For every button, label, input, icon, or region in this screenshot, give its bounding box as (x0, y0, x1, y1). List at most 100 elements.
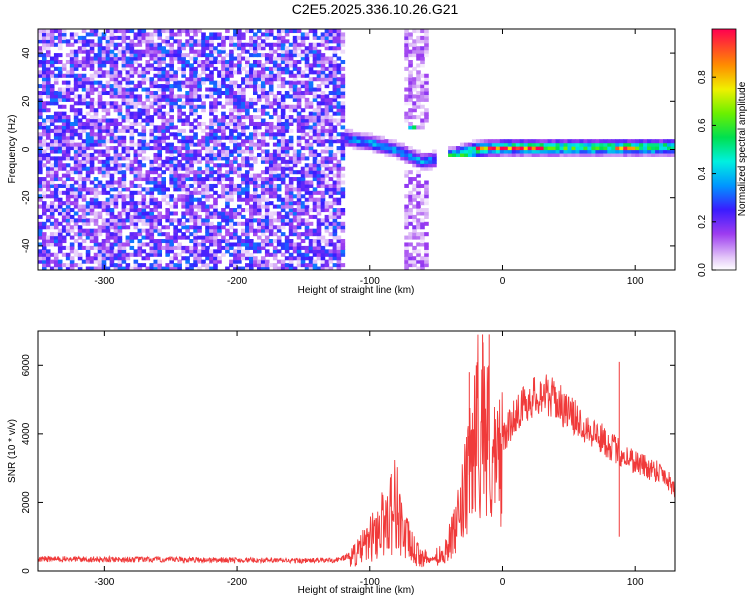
spectrogram-cell (57, 39, 63, 44)
spectrogram-cell (372, 135, 378, 140)
spectrogram-cell (316, 84, 322, 89)
spectrogram-cell (320, 80, 326, 85)
spectrogram-cell (264, 225, 270, 230)
spectrogram-cell (125, 225, 131, 230)
spectrogram-cell (65, 177, 71, 182)
spectrogram-cell (388, 152, 393, 157)
spectrogram-cell (205, 187, 210, 192)
spectrogram-cell (97, 159, 103, 164)
spectrogram-cell (551, 142, 557, 147)
spectrogram-cell (217, 170, 222, 175)
spectrogram-cell (101, 73, 107, 78)
spectrogram-cell (260, 132, 266, 137)
spectrogram-cell (41, 118, 47, 123)
spectrogram-cells (38, 29, 675, 270)
spectrogram-cell (256, 173, 262, 178)
spectrogram-cell (225, 163, 230, 168)
spectrogram-cell (336, 90, 342, 96)
spectrogram-cell (133, 173, 139, 178)
spectrogram-cell (539, 152, 545, 157)
spectrogram-cell (635, 142, 640, 147)
spectrogram-cell (272, 77, 278, 82)
spectrogram-cell (408, 190, 413, 195)
spectrogram-cell (161, 70, 166, 75)
spectrogram-cell (360, 146, 366, 151)
spectrogram-cell (41, 163, 47, 168)
spectrogram-cell (292, 214, 298, 219)
spectrogram-cell (153, 73, 159, 78)
spectrogram-cell (205, 194, 210, 199)
spectrogram-cell (332, 29, 338, 34)
spectrogram-cell (205, 204, 210, 209)
spectrogram-cell (165, 225, 170, 230)
spectrogram-cell (428, 152, 433, 157)
spectrogram-cell (109, 139, 115, 144)
spectrogram-cell (177, 97, 182, 102)
spectrogram-cell (292, 256, 298, 261)
spectrogram-cell (336, 121, 342, 126)
spectrogram-cell (324, 266, 330, 270)
spectrogram-cell (209, 104, 214, 109)
spectrogram-cell (316, 204, 322, 209)
spectrogram-cell (177, 180, 182, 185)
spectrogram-cell (209, 139, 214, 144)
spectrogram-cell (181, 235, 186, 240)
spectrogram-cell (424, 163, 429, 168)
spectrogram-cell (233, 46, 238, 51)
spectrogram-cell (205, 225, 210, 230)
spectrogram-cell (304, 232, 310, 237)
spectrogram-cell (145, 39, 151, 44)
spectrogram-cell (221, 111, 226, 116)
spectrogram-cell (424, 194, 429, 199)
spectrogram-cell (392, 152, 397, 157)
spectrogram-cell (416, 194, 421, 199)
spectrogram-cell (245, 73, 250, 78)
spectrogram-cell (129, 218, 135, 223)
spectrogram-cell (245, 59, 250, 65)
spectrogram-cell (631, 152, 636, 157)
spectrogram-cell (671, 149, 675, 154)
spectrogram-cell (77, 170, 83, 175)
spectrogram-cell (61, 111, 67, 116)
spectrogram-cell (412, 108, 417, 113)
spectrogram-cell (73, 39, 79, 44)
spectrogram-cell (471, 152, 477, 157)
spectrogram-cell (169, 121, 174, 126)
spectrogram-cell (38, 111, 43, 116)
spectrogram-cell (404, 221, 409, 226)
spectrogram-cell (237, 115, 242, 120)
spectrogram-cell (249, 263, 254, 268)
spectrogram-cell (340, 263, 346, 268)
spectrogram-cell (213, 56, 218, 61)
spectrogram-cell (292, 194, 298, 199)
spectrogram-cell (296, 204, 302, 209)
spectrogram-cell (344, 142, 350, 147)
spectrogram-cell (332, 221, 338, 226)
spectrogram-cell (41, 104, 47, 109)
spectrogram-cell (424, 35, 429, 40)
spectrogram-cell (316, 190, 322, 195)
spectrogram-cell (57, 118, 63, 123)
spectrogram-cell (49, 87, 55, 92)
spectrogram-cell (185, 77, 190, 82)
spectrogram-cell (137, 214, 143, 219)
spectrogram-cell (125, 263, 131, 268)
spectrogram-cell (109, 135, 115, 140)
spectrogram-cell (105, 180, 111, 185)
spectrogram-cell (89, 211, 95, 216)
spectrogram-cell (157, 245, 163, 250)
spectrogram-cell (659, 152, 664, 157)
spectrogram-cell (460, 149, 465, 154)
spectrogram-cell (249, 42, 254, 47)
spectrogram-cell (276, 163, 282, 168)
spectrogram-cell (328, 70, 334, 75)
spectrogram-cell (663, 139, 668, 144)
spectrogram-cell (153, 180, 159, 185)
spectrogram-cell (193, 221, 198, 226)
spectrogram-cell (53, 35, 59, 40)
spectrogram-cell (229, 87, 234, 92)
spectrogram-cell (189, 249, 194, 254)
spectrogram-cell (249, 53, 254, 58)
spectrogram-cell (416, 29, 421, 34)
spectrogram-cell (495, 139, 501, 144)
